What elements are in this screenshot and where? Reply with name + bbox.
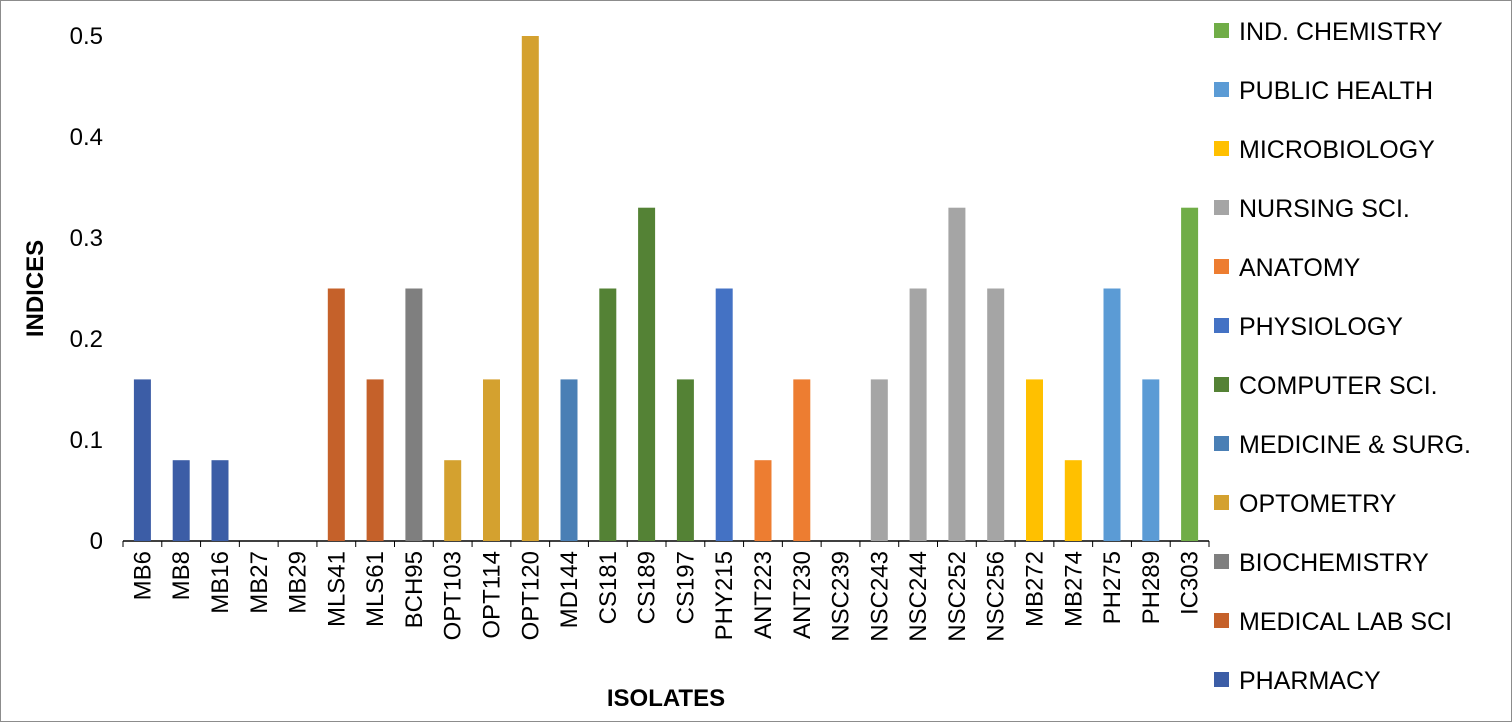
legend-label: COMPUTER SCI. [1239,372,1438,400]
x-tick-label: IC303 [1177,551,1204,615]
bar-opt120 [522,36,539,541]
bar-opt103 [444,460,461,541]
legend-label: PHYSIOLOGY [1239,313,1403,341]
legend-swatch [1214,613,1229,628]
bar-mls61 [367,379,384,541]
legend: IND. CHEMISTRY PUBLIC HEALTH MICROBIOLOGY N… [1214,18,1471,695]
legend-label: PHARMACY [1239,667,1381,695]
x-axis-title: ISOLATES [607,685,725,712]
x-tick-label: NSC243 [866,551,893,642]
bar-phy215 [716,289,733,542]
x-tick-label: ANT223 [750,551,777,639]
x-tick-label: MLS61 [362,551,389,627]
bar-mb8 [173,460,190,541]
bar-cs197 [677,379,694,541]
legend-swatch [1214,23,1229,38]
legend-swatch [1214,377,1229,392]
bar-mb272 [1026,379,1043,541]
x-tick-label: MB27 [246,551,273,614]
legend-label: IND. CHEMISTRY [1239,18,1443,46]
legend-swatch [1214,82,1229,97]
x-tick-label: NSC252 [944,551,971,642]
x-tick-label: CS181 [595,551,622,624]
x-tick-label: OPT120 [517,551,544,640]
y-tick-label: 0.3 [70,225,103,252]
bar-nsc256 [987,289,1004,542]
bar-bch95 [405,289,422,542]
bar-ant230 [793,379,810,541]
bar-mb6 [134,379,151,541]
bar-md144 [561,379,578,541]
legend-label: MEDICINE & SURG. [1239,431,1471,459]
x-tick-label: NSC239 [828,551,855,642]
x-tick-label: OPT103 [440,551,467,640]
x-tick-label: PH275 [1099,551,1126,624]
legend-label: PUBLIC HEALTH [1239,77,1433,105]
x-tick-label: CS189 [634,551,661,624]
y-tick-label: 0.4 [70,124,103,151]
bar-nsc252 [948,208,965,541]
x-tick-label: MB16 [207,551,234,614]
bar-ph275 [1104,289,1121,542]
x-tick-label: BCH95 [401,551,428,628]
bar-ic303 [1181,208,1198,541]
legend-label: BIOCHEMISTRY [1239,549,1429,577]
x-tick-label: NSC244 [905,551,932,642]
x-tick-label: MB29 [285,551,312,614]
legend-swatch [1214,436,1229,451]
legend-swatch [1214,554,1229,569]
x-axis-ticks: MB6 MB8 MB16 MB27 MB29 MLS41 MLS61 BCH95 OPT103 O… [123,541,1209,642]
y-tick-label: 0.5 [70,23,103,50]
y-axis-title: INDICES [22,240,49,337]
bar-ant223 [755,460,772,541]
bar-opt114 [483,379,500,541]
y-tick-label: 0.1 [70,427,103,454]
x-tick-label: MB8 [168,551,195,600]
x-tick-label: NSC256 [983,551,1010,642]
bar-mls41 [328,289,345,542]
legend-label: NURSING SCI. [1239,195,1410,223]
bar-mb274 [1065,460,1082,541]
legend-swatch [1214,259,1229,274]
x-tick-label: MLS41 [323,551,350,627]
x-tick-label: PH289 [1138,551,1165,624]
x-tick-label: ANT230 [789,551,816,639]
x-tick-label: MB6 [129,551,156,600]
x-tick-label: OPT114 [479,551,506,639]
legend-label: ANATOMY [1239,254,1361,282]
legend-swatch [1214,141,1229,156]
x-tick-label: CS197 [672,551,699,624]
bar-nsc244 [910,289,927,542]
legend-swatch [1214,672,1229,687]
y-tick-label: 0.2 [70,326,103,353]
legend-label: MEDICAL LAB SCI [1239,608,1452,636]
legend-swatch [1214,318,1229,333]
legend-swatch [1214,495,1229,510]
bar-cs181 [599,289,616,542]
legend-label: OPTOMETRY [1239,490,1397,518]
legend-swatch [1214,200,1229,215]
bar-mb16 [212,460,229,541]
legend-label: MICROBIOLOGY [1239,136,1435,164]
bar-nsc243 [871,379,888,541]
x-tick-label: PHY215 [711,551,738,640]
y-tick-label: 0 [90,528,103,555]
y-axis-ticks: 0 0.1 0.2 0.3 0.4 0.5 [70,23,103,555]
bar-ph289 [1142,379,1159,541]
x-tick-label: MD144 [556,551,583,628]
x-tick-label: MB274 [1060,551,1087,627]
bar-cs189 [638,208,655,541]
bars [134,36,1198,541]
x-tick-label: MB272 [1022,551,1049,627]
